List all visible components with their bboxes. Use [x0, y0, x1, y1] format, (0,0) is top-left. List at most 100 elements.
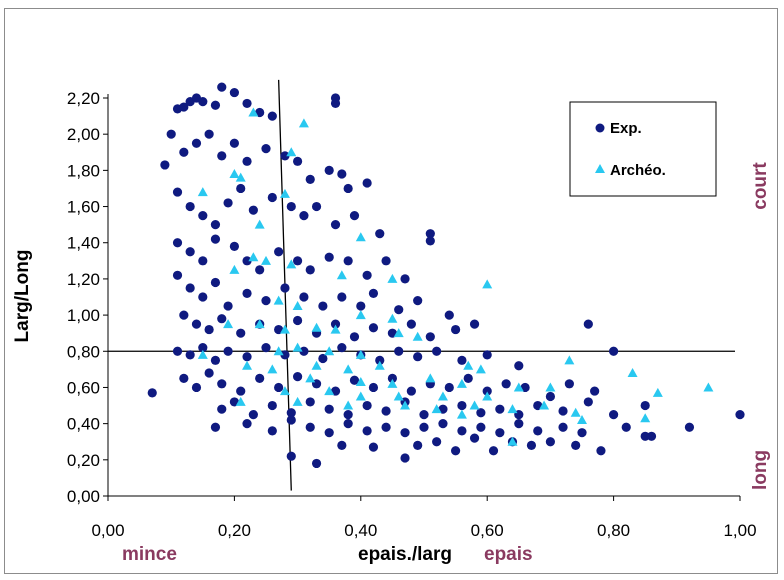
exp-point — [368, 382, 379, 393]
y-tick-label: 2,20 — [67, 89, 100, 108]
exp-point — [242, 288, 252, 298]
exp-point — [191, 382, 202, 393]
x-tick-label: 0,80 — [597, 521, 630, 540]
archeo-point — [267, 364, 278, 374]
exp-point — [261, 343, 271, 353]
exp-point — [514, 361, 524, 371]
exp-point — [337, 440, 347, 450]
exp-point — [198, 343, 208, 353]
exp-point — [242, 419, 252, 429]
exp-point — [286, 201, 296, 212]
exp-point — [590, 386, 600, 396]
exp-point — [387, 373, 397, 384]
exp-point — [330, 319, 341, 329]
archeo-point — [330, 324, 341, 334]
exp-point — [564, 379, 574, 389]
exp-point — [267, 111, 277, 121]
exp-point — [242, 256, 252, 266]
exp-point — [400, 274, 410, 284]
exp-point — [210, 355, 221, 365]
exp-point — [343, 183, 353, 194]
exp-point — [185, 247, 195, 257]
exp-point — [526, 440, 537, 450]
exp-point — [469, 319, 480, 329]
exp-point — [432, 437, 442, 447]
archeo-point — [387, 378, 398, 388]
exp-point — [400, 453, 410, 463]
exp-point — [185, 201, 195, 212]
y-tick-label: 0,40 — [67, 415, 100, 434]
exp-point — [147, 388, 157, 398]
exp-point — [204, 368, 214, 378]
exp-point — [223, 301, 233, 311]
archeo-point — [261, 255, 271, 265]
exp-point — [457, 400, 467, 411]
archeo-point — [355, 377, 366, 387]
exp-point — [368, 442, 379, 452]
y-tick-label: 2,00 — [67, 125, 100, 144]
archeo-point — [387, 273, 398, 283]
archeo-point — [279, 324, 290, 334]
archeo-point — [475, 364, 486, 374]
exp-point — [583, 397, 593, 407]
archeo-point — [292, 396, 303, 406]
archeo-point — [393, 328, 404, 338]
exp-point — [413, 352, 423, 362]
archeo-point — [469, 400, 480, 410]
exp-point — [324, 428, 334, 438]
archeo-point — [463, 360, 474, 370]
exp-point — [267, 426, 277, 436]
x-tick-label: 0,20 — [218, 521, 251, 540]
archeo-point — [507, 436, 518, 446]
y-tick-label: 0,00 — [67, 487, 100, 506]
exp-point — [577, 428, 587, 438]
series-exp-points — [147, 82, 745, 469]
archeo-point — [640, 413, 651, 423]
exp-point — [343, 256, 353, 266]
exp-point — [469, 433, 480, 443]
exp-point — [299, 292, 309, 302]
x-tick-label: 0,00 — [91, 521, 124, 540]
y-tick-label: 1,40 — [67, 234, 100, 253]
exp-point — [558, 422, 568, 432]
legend: Exp. Archéo. — [569, 101, 717, 197]
exp-point — [172, 187, 183, 197]
exp-point — [217, 82, 227, 92]
archeo-point — [627, 367, 638, 377]
archeo-point — [703, 382, 714, 392]
exp-point — [394, 305, 404, 315]
exp-point — [172, 346, 183, 356]
archeo-point — [545, 382, 556, 392]
legend-exp-label: Exp. — [610, 120, 642, 137]
exp-point — [356, 301, 366, 311]
archeo-point — [456, 409, 467, 419]
exp-point — [646, 431, 657, 441]
archeo-point — [279, 386, 290, 396]
exp-point — [223, 346, 233, 356]
exp-point — [204, 324, 214, 335]
exp-point — [425, 236, 435, 246]
archeo-point — [324, 386, 335, 396]
exp-point — [160, 160, 170, 170]
exp-point — [419, 422, 429, 432]
exp-point — [337, 292, 347, 302]
exp-point — [191, 138, 202, 148]
exp-point — [343, 419, 353, 429]
exp-point — [463, 373, 473, 384]
archeo-point — [456, 378, 467, 388]
exp-point — [413, 296, 423, 306]
archeo-point — [292, 301, 303, 311]
tick-labels: 0,00 0,20 0,40 0,60 0,80 1,00 0,00 0,20 0,40 0,60… — [67, 89, 757, 540]
exp-point — [280, 151, 290, 161]
legend-box — [569, 101, 717, 197]
exp-point — [375, 355, 385, 365]
archeo-point — [235, 396, 246, 406]
exp-point — [495, 428, 505, 438]
archeo-point — [343, 400, 354, 410]
x-tick-label: 1,00 — [723, 521, 756, 540]
archeo-point — [336, 270, 347, 280]
archeo-point — [431, 404, 442, 414]
exp-point — [229, 87, 239, 98]
archeo-point — [482, 279, 493, 289]
